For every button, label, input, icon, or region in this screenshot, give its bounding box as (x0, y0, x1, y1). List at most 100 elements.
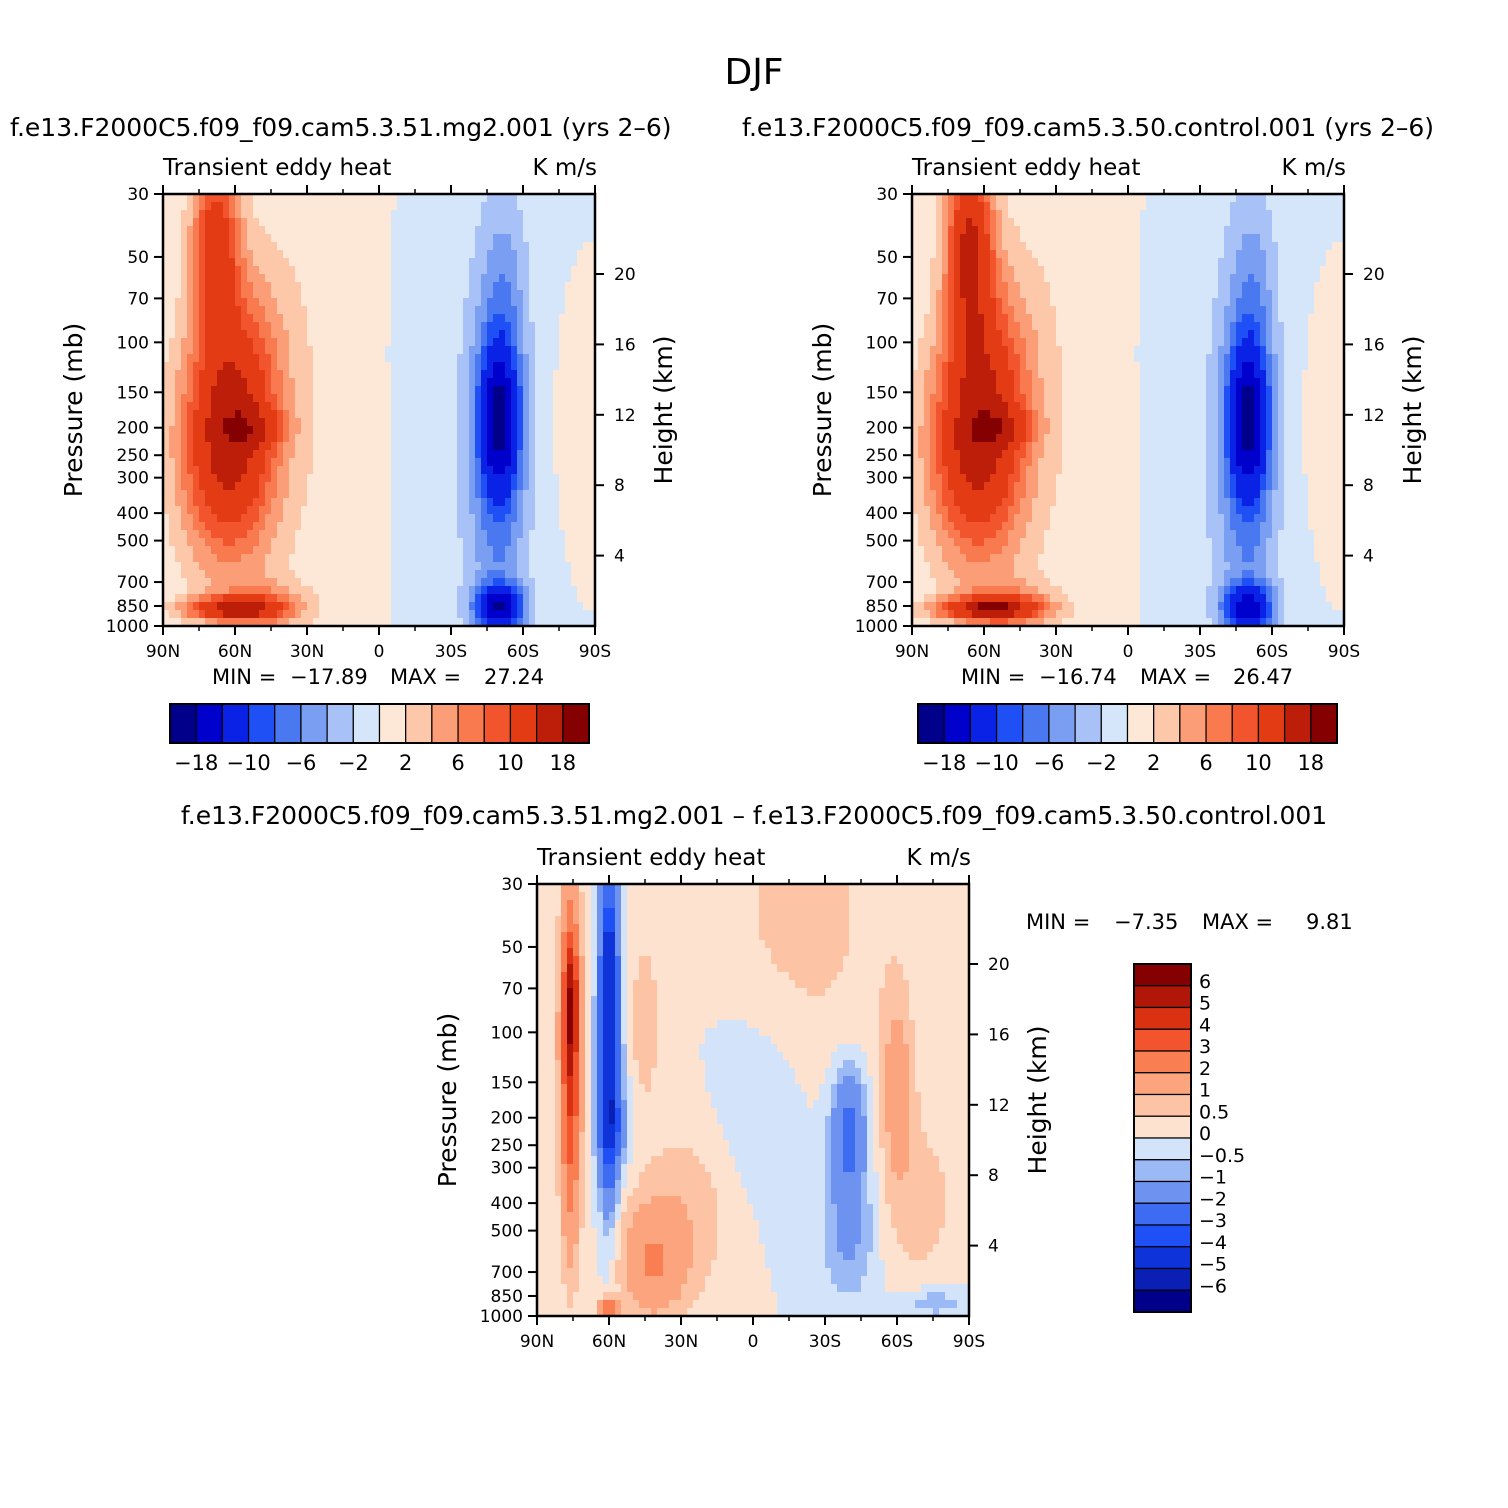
contour-cell (241, 602, 248, 611)
contour-cell (307, 450, 314, 459)
contour-cell (169, 474, 176, 483)
contour-cell (319, 554, 326, 563)
contour-cell (265, 466, 272, 475)
contour-cell (505, 210, 512, 219)
contour-cell (205, 338, 212, 347)
contour-cell (193, 282, 200, 291)
contour-cell (475, 394, 482, 403)
contour-cell (415, 610, 422, 619)
contour-cell (511, 386, 518, 395)
contour-cell (181, 514, 188, 523)
contour-cell (475, 362, 482, 371)
contour-cell (1314, 234, 1321, 243)
contour-cell (175, 538, 182, 547)
contour-cell (457, 450, 464, 459)
contour-cell (1302, 258, 1309, 267)
contour-cell (289, 522, 296, 531)
contour-cell (1320, 258, 1327, 267)
contour-cell (481, 378, 488, 387)
contour-cell (211, 442, 218, 451)
contour-cell (325, 458, 332, 467)
contour-cell (283, 362, 290, 371)
contour-cell (571, 322, 578, 331)
contour-cell (409, 378, 416, 387)
contour-cell (175, 322, 182, 331)
contour-cell (373, 266, 380, 275)
contour-cell (343, 274, 350, 283)
contour-cell (541, 514, 548, 523)
contour-cell (972, 250, 979, 259)
contour-cell (1092, 218, 1099, 227)
contour-cell (325, 306, 332, 315)
contour-cell (1044, 258, 1051, 267)
contour-cell (954, 258, 961, 267)
contour-cell (403, 570, 410, 579)
contour-cell (397, 338, 404, 347)
contour-cell (541, 218, 548, 227)
contour-cell (445, 322, 452, 331)
contour-cell (313, 618, 320, 627)
contour-cell (469, 618, 476, 627)
contour-cell (583, 354, 590, 363)
contour-cell (565, 202, 572, 211)
contour-cell (1074, 210, 1081, 219)
contour-cell (1038, 218, 1045, 227)
contour-cell (307, 250, 314, 259)
contour-cell (589, 410, 596, 419)
contour-cell (409, 362, 416, 371)
contour-cell (337, 458, 344, 467)
contour-cell (361, 266, 368, 275)
contour-cell (367, 266, 374, 275)
contour-cell (241, 258, 248, 267)
contour-cell (559, 370, 566, 379)
contour-cell (301, 602, 308, 611)
contour-cell (295, 378, 302, 387)
contour-cell (1158, 298, 1165, 307)
contour-cell (409, 306, 416, 315)
contour-cell (331, 474, 338, 483)
contour-cell (373, 450, 380, 459)
contour-cell (283, 506, 290, 515)
contour-cell (217, 610, 224, 619)
contour-cell (1140, 194, 1147, 203)
contour-cell (493, 330, 500, 339)
contour-cell (445, 194, 452, 203)
contour-cell (313, 442, 320, 451)
contour-cell (181, 474, 188, 483)
contour-cell (229, 450, 236, 459)
contour-cell (313, 498, 320, 507)
contour-cell (163, 594, 170, 603)
contour-cell (499, 458, 506, 467)
contour-cell (1296, 202, 1303, 211)
contour-cell (918, 290, 925, 299)
contour-cell (487, 370, 494, 379)
contour-cell (547, 538, 554, 547)
contour-cell (547, 530, 554, 539)
contour-cell (313, 586, 320, 595)
contour-cell (529, 210, 536, 219)
contour-cell (1206, 258, 1213, 267)
contour-cell (559, 482, 566, 491)
contour-cell (223, 314, 230, 323)
contour-cell (451, 250, 458, 259)
contour-cell (403, 618, 410, 627)
contour-cell (1146, 274, 1153, 283)
contour-cell (517, 386, 524, 395)
contour-cell (247, 450, 254, 459)
contour-cell (403, 250, 410, 259)
contour-cell (367, 242, 374, 251)
contour-cell (559, 314, 566, 323)
contour-cell (397, 330, 404, 339)
contour-cell (541, 570, 548, 579)
contour-cell (379, 466, 386, 475)
contour-cell (337, 434, 344, 443)
contour-cell (175, 570, 182, 579)
contour-cell (325, 418, 332, 427)
contour-cell (187, 498, 194, 507)
contour-cell (397, 258, 404, 267)
contour-cell (199, 554, 206, 563)
contour-cell (283, 426, 290, 435)
contour-cell (487, 298, 494, 307)
contour-cell (361, 434, 368, 443)
contour-cell (193, 514, 200, 523)
